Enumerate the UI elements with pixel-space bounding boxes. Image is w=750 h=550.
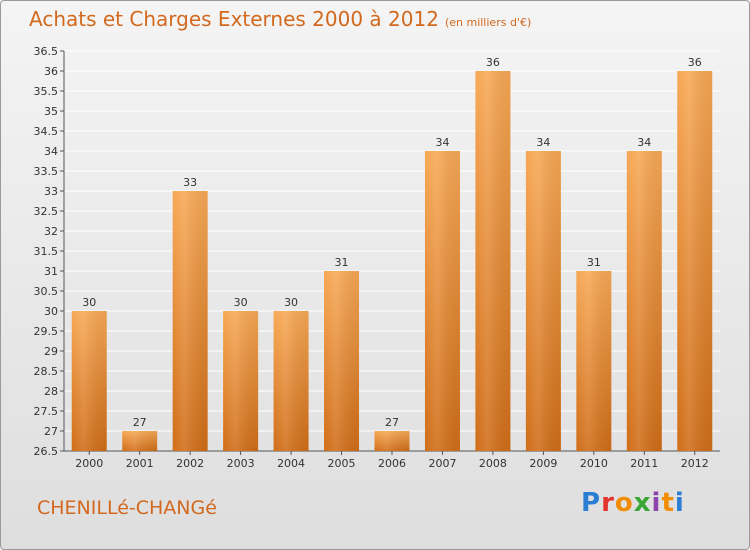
y-tick-label: 32 bbox=[44, 225, 58, 238]
bar-data-label: 33 bbox=[183, 176, 197, 189]
chart-subtitle: (en milliers d'€) bbox=[444, 16, 532, 29]
bar-data-label: 34 bbox=[536, 136, 550, 149]
bar-shine bbox=[677, 71, 713, 451]
bar-data-label: 30 bbox=[82, 296, 96, 309]
x-tick-label: 2003 bbox=[227, 457, 255, 470]
x-tick-label: 2000 bbox=[75, 457, 103, 470]
y-tick-label: 28 bbox=[44, 385, 58, 398]
chart-title-text: Achats et Charges Externes 2000 à 2012 bbox=[29, 7, 439, 31]
y-tick-label: 29.5 bbox=[34, 325, 59, 338]
y-tick-label: 34 bbox=[44, 145, 58, 158]
brand-letter: P bbox=[581, 488, 602, 518]
y-tick-label: 27 bbox=[44, 425, 58, 438]
x-tick-label: 2004 bbox=[277, 457, 305, 470]
y-tick-label: 34.5 bbox=[34, 125, 59, 138]
y-tick-label: 31 bbox=[44, 265, 58, 278]
bar-data-label: 31 bbox=[587, 256, 601, 269]
bar-layer bbox=[71, 71, 713, 451]
bar-data-label: 27 bbox=[385, 416, 399, 429]
commune-name: CHENILLé-CHANGé bbox=[37, 497, 217, 519]
bar-shine bbox=[626, 151, 662, 451]
bar-data-label: 36 bbox=[486, 56, 500, 69]
bar-data-label: 34 bbox=[435, 136, 449, 149]
x-tick-label: 2002 bbox=[176, 457, 204, 470]
bar-data-label: 31 bbox=[335, 256, 349, 269]
bar-shine bbox=[525, 151, 561, 451]
bar-shine bbox=[122, 431, 158, 451]
y-tick-label: 33 bbox=[44, 185, 58, 198]
x-tick-label: 2001 bbox=[126, 457, 154, 470]
bar-shine bbox=[71, 311, 107, 451]
y-tick-label: 27.5 bbox=[34, 405, 59, 418]
brand-letter: o bbox=[614, 488, 634, 518]
y-tick-label: 33.5 bbox=[34, 165, 59, 178]
x-tick-label: 2005 bbox=[328, 457, 356, 470]
bar-data-label: 27 bbox=[133, 416, 147, 429]
bar-data-label: 30 bbox=[234, 296, 248, 309]
x-tick-label: 2011 bbox=[630, 457, 658, 470]
y-tick-label: 35.5 bbox=[34, 85, 59, 98]
bar-shine bbox=[576, 271, 612, 451]
bar-shine bbox=[172, 191, 208, 451]
brand-letter: x bbox=[633, 488, 652, 518]
x-tick-label: 2006 bbox=[378, 457, 406, 470]
x-tick-label: 2008 bbox=[479, 457, 507, 470]
bar-shine bbox=[324, 271, 360, 451]
y-tick-label: 36 bbox=[44, 65, 58, 78]
y-tick-label: 31.5 bbox=[34, 245, 59, 258]
brand-logo: Proxiti bbox=[581, 488, 685, 518]
bar-data-label: 36 bbox=[688, 56, 702, 69]
bar-data-label: 30 bbox=[284, 296, 298, 309]
label-layer: 30 2000 27 2001 33 2002 30 2003 30 2004 31 2005 27 20… bbox=[75, 56, 709, 470]
brand-letter: t bbox=[661, 488, 675, 518]
y-tick-label: 32.5 bbox=[34, 205, 59, 218]
x-tick-label: 2007 bbox=[428, 457, 456, 470]
y-tick-label: 30.5 bbox=[34, 285, 59, 298]
bar-shine bbox=[223, 311, 259, 451]
y-tick-label: 29 bbox=[44, 345, 58, 358]
bar-data-label: 34 bbox=[637, 136, 651, 149]
x-tick-label: 2010 bbox=[580, 457, 608, 470]
bar-shine bbox=[374, 431, 410, 451]
grid-layer bbox=[64, 50, 720, 452]
x-tick-label: 2012 bbox=[681, 457, 709, 470]
y-tick-label: 36.5 bbox=[34, 45, 59, 58]
x-tick-label: 2009 bbox=[529, 457, 557, 470]
bar-shine bbox=[273, 311, 309, 451]
y-tick-label: 35 bbox=[44, 105, 58, 118]
y-tick-label: 30 bbox=[44, 305, 58, 318]
chart-title: Achats et Charges Externes 2000 à 2012 (e… bbox=[29, 7, 531, 31]
brand-letter: r bbox=[601, 488, 615, 518]
y-tick-label: 26.5 bbox=[34, 445, 59, 458]
bar-shine bbox=[424, 151, 460, 451]
brand-letter: i bbox=[674, 488, 685, 518]
brand-letter: i bbox=[651, 488, 662, 518]
y-tick-label: 28.5 bbox=[34, 365, 59, 378]
bar-shine bbox=[475, 71, 511, 451]
